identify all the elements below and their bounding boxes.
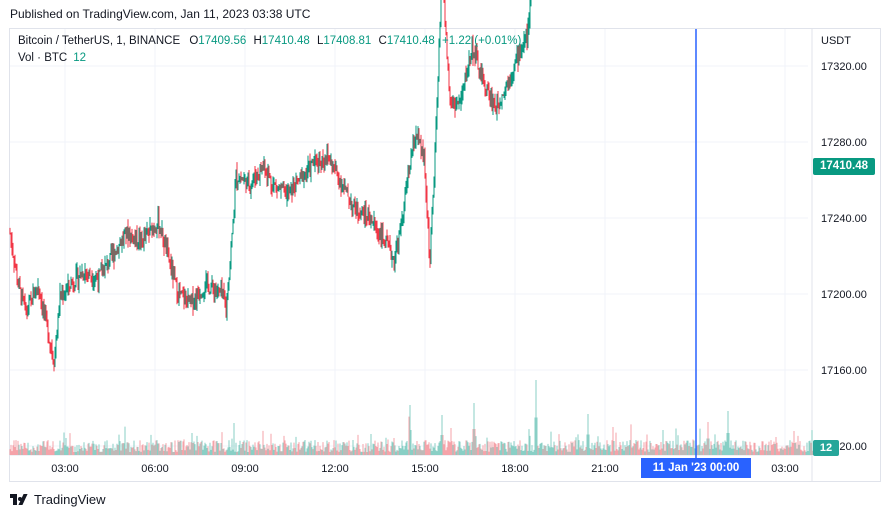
brand-name: TradingView [34,492,106,507]
y-tick-label: 17240.00 [821,213,867,225]
volume-bars [9,380,815,455]
high-label: H [253,35,262,47]
x-tick-label: 09:00 [231,463,259,475]
tradingview-logo[interactable]: TradingView [10,492,106,507]
published-caption: Published on TradingView.com, Jan 11, 20… [10,7,311,21]
volume-label[interactable]: Vol · BTC [18,52,68,64]
y-tick-label: 17280.00 [821,137,867,149]
x-tick-label: 15:00 [411,463,439,475]
volume-legend: Vol · BTC 12 [18,52,86,64]
ohlc-legend: Bitcoin / TetherUS, 1, BINANCE O17409.56… [18,35,521,47]
chart-frame[interactable] [9,28,881,482]
open-value: 17409.56 [198,35,247,47]
x-tick-label: 03:00 [51,463,79,475]
volume-value: 12 [73,52,87,64]
last-price-badge: 17410.48 [813,158,875,175]
y-tick-label: 17160.00 [821,365,867,377]
x-tick-label: 06:00 [141,463,169,475]
tradingview-logo-icon [10,493,30,506]
currency-label[interactable]: USDT [821,35,851,47]
crosshair-time-badge: 11 Jan '23 00:00 [641,458,751,478]
close-label: C [378,35,387,47]
change-value: +1.22 (+0.01%) [442,35,522,47]
last-volume-badge: 12 [813,440,839,456]
low-value: 17408.81 [323,35,372,47]
open-label: O [189,35,199,47]
low-label: L [316,35,324,47]
high-value: 17410.48 [261,35,310,47]
x-tick-label: 18:00 [501,463,529,475]
symbol-label[interactable]: Bitcoin / TetherUS, 1, BINANCE [18,35,181,47]
x-tick-label: 12:00 [321,463,349,475]
y-tick-label: 17200.00 [821,289,867,301]
x-tick-label: 03:00 [771,463,799,475]
candles [9,0,532,372]
x-tick-label: 21:00 [591,463,619,475]
close-value: 17410.48 [386,35,435,47]
y-tick-label: 17320.00 [821,61,867,73]
